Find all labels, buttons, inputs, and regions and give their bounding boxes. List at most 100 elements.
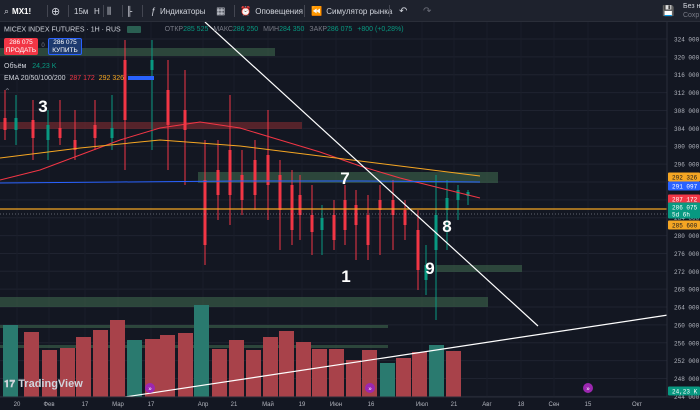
price-zone[interactable]: [0, 122, 302, 129]
wave-label[interactable]: 8: [442, 217, 451, 236]
price-chart[interactable]: » » » 3 7 8 9 1 324 000 320 000 316 000 312 000 30…: [0, 22, 700, 410]
redo-button[interactable]: ↷: [423, 0, 431, 22]
symbol-search[interactable]: ⌕ MX1!: [4, 0, 31, 22]
candle-body: [203, 180, 207, 245]
volume-bar: [246, 350, 261, 397]
candle-body: [343, 200, 347, 230]
ema-legend[interactable]: EMA 20/50/100/200 287 172 292 326: [4, 75, 154, 82]
sell-price: 286 075: [9, 39, 33, 46]
price-axis: 324 000 320 000 316 000 312 000 308 000 304 0…: [674, 37, 700, 401]
save-icon: 💾: [662, 5, 675, 17]
layout-button[interactable]: ▦: [216, 0, 225, 22]
close-label: ЗАКР: [309, 26, 327, 34]
collapse-legend-icon[interactable]: ⌃: [4, 87, 11, 96]
time-tick-label: Июн: [330, 402, 342, 408]
buy-button[interactable]: 286 075 КУПИТЬ: [48, 38, 82, 55]
price-tick-label: 316 000: [674, 72, 700, 79]
price-zone[interactable]: [0, 297, 488, 307]
wave-label[interactable]: 9: [425, 259, 434, 278]
price-label: [668, 202, 700, 212]
time-axis-bg[interactable]: [0, 397, 700, 410]
buy-label: КУПИТЬ: [52, 47, 78, 54]
wave-label[interactable]: 7: [340, 169, 349, 188]
trend-line-up[interactable]: [124, 314, 669, 398]
volume-bar: [60, 348, 75, 397]
volume-bar: [110, 320, 125, 397]
low-price: 284 350: [279, 26, 305, 34]
tradingview-logo-icon: 𝟏𝟕: [4, 379, 16, 390]
candle-body: [14, 118, 18, 130]
ema200-line[interactable]: [0, 139, 481, 177]
candle-body: [253, 160, 257, 195]
indicators-button[interactable]: ƒ Индикаторы: [151, 0, 206, 22]
volume-bar: [279, 331, 294, 397]
time-axis: 20 Фев 17 Мар 17 Апр 21 Май 19 Июн 16 Июл 21 Авг 18 Сен…: [14, 401, 643, 408]
trend-lines: [124, 22, 669, 398]
ema20-value: 287 172: [69, 75, 95, 82]
candle-body: [183, 110, 187, 130]
account-sublabel: Сохр: [683, 12, 700, 19]
compare-button[interactable]: ⊕: [51, 0, 60, 22]
bar-chart-button[interactable]: ╟: [126, 0, 132, 22]
event-icon[interactable]: [145, 383, 155, 393]
event-icon[interactable]: [583, 383, 593, 393]
ema20-line[interactable]: [0, 121, 481, 199]
horizontal-lines: [0, 208, 667, 215]
save-layout-button[interactable]: 💾: [662, 0, 674, 22]
price-label-text: 287 172: [672, 196, 698, 203]
candle-body: [216, 170, 220, 195]
interval-label-2: Н: [94, 6, 100, 16]
open-value: ОТКР285 525: [165, 26, 211, 33]
alerts-button[interactable]: ⏰ Оповещения: [240, 0, 303, 22]
price-tick-label: 296 000: [674, 162, 700, 169]
open-label: ОТКР: [164, 26, 184, 34]
chart-type-button[interactable]: ⫼: [107, 0, 111, 22]
trend-line-down[interactable]: [204, 22, 539, 327]
price-zone[interactable]: [436, 265, 522, 272]
low-label: МИН: [263, 26, 280, 34]
price-zone[interactable]: [198, 172, 498, 183]
candle-body: [278, 175, 282, 210]
event-icon[interactable]: [365, 383, 375, 393]
sell-button[interactable]: 286 075 ПРОДАТЬ: [4, 38, 38, 55]
undo-button[interactable]: ↶: [399, 0, 407, 22]
interval-button[interactable]: 15м: [74, 0, 88, 22]
ema-blue-line[interactable]: [0, 180, 481, 184]
price-tick-label: 244 000: [674, 394, 700, 401]
high-price: 286 250: [232, 26, 259, 34]
candle-body: [332, 215, 336, 240]
candlesticks: [3, 40, 470, 320]
time-tick-label: 21: [231, 402, 238, 408]
price-tick-label: 276 000: [674, 251, 700, 258]
legend-row: MICEX INDEX FUTURES · 1H · RUS ОТКР285 5…: [4, 26, 404, 33]
wave-label[interactable]: 3: [38, 97, 47, 116]
top-toolbar: ⌕ MX1! ⊕ 15м Н ⫼ ╟ ƒ Индикаторы ▦ ⏰ Опов…: [0, 0, 700, 22]
candle-body: [456, 190, 460, 200]
candles-icon: ⫼: [107, 5, 112, 16]
close-price: 286 075: [327, 26, 353, 34]
time-tick-label: 16: [368, 402, 375, 408]
toolbar-divider: [142, 5, 143, 17]
time-tick-label: 18: [518, 402, 525, 408]
toolbar-divider: [234, 5, 235, 17]
watermark-text: TradingView: [18, 378, 83, 390]
candle-body: [73, 140, 77, 150]
indicators-label: Индикаторы: [160, 6, 206, 16]
wave-label[interactable]: 1: [341, 267, 350, 286]
price-label: [668, 386, 700, 396]
interval-button-2[interactable]: Н: [94, 0, 100, 22]
ema-lines: [0, 121, 481, 199]
replay-button[interactable]: ⏪ Симулятор рынка: [311, 0, 392, 22]
legend-title[interactable]: MICEX INDEX FUTURES · 1H · RUS: [4, 26, 121, 34]
rewind-icon: ⏪: [311, 5, 323, 16]
volume-legend[interactable]: Объём 24,23 K: [4, 63, 56, 70]
account-label: Без н: [683, 3, 700, 10]
price-tick-label: 312 000: [674, 90, 700, 97]
price-zone[interactable]: [0, 48, 275, 56]
alarm-icon: ⏰: [240, 5, 252, 16]
bar-icon: ╟: [126, 6, 133, 16]
price-tick-label: 260 000: [674, 322, 700, 329]
account-status[interactable]: Без н Сохр: [683, 2, 700, 20]
volume-bar: [194, 305, 209, 397]
